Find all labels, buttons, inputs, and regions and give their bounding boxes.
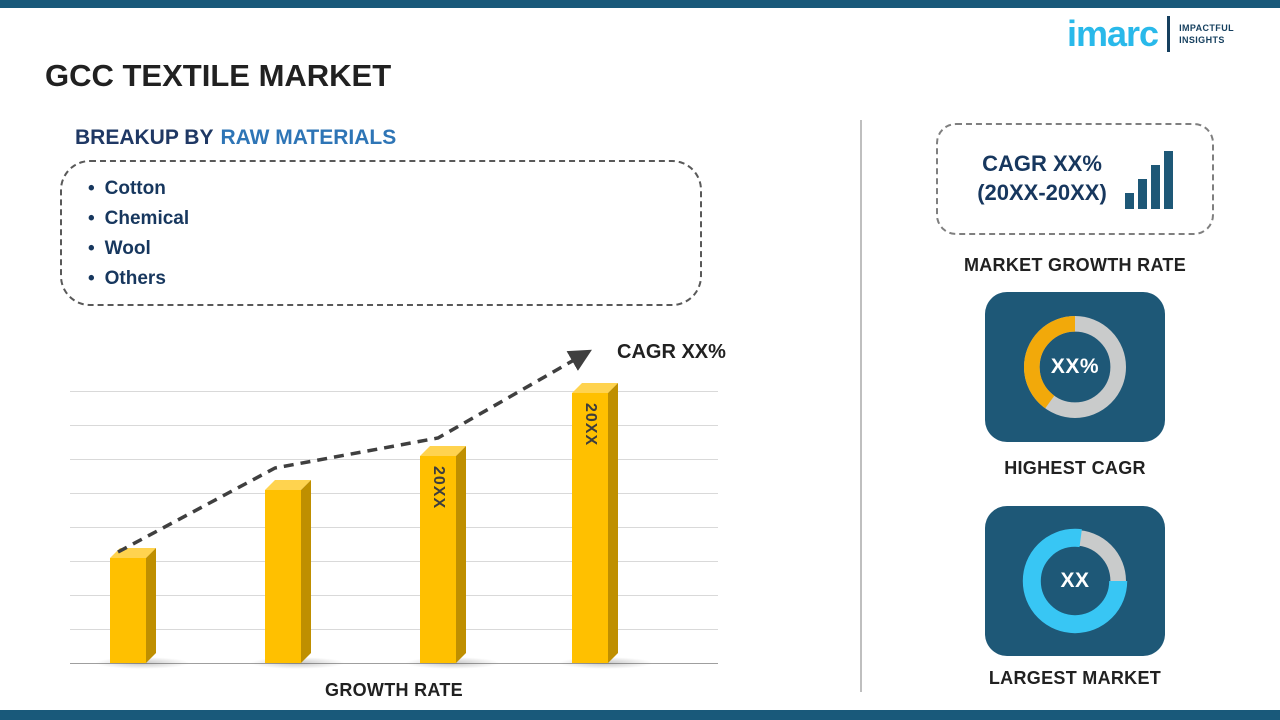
logo-tagline: IMPACTFUL INSIGHTS (1179, 22, 1234, 46)
list-item: Others (88, 264, 674, 294)
cagr-summary-line1: CAGR XX% (982, 151, 1102, 177)
highest-cagr-label: HIGHEST CAGR (1004, 458, 1146, 478)
bar: 20XX (572, 393, 608, 663)
cagr-summary-box: CAGR XX% (20XX-20XX) (936, 123, 1214, 235)
bar-chart-icon (1124, 149, 1173, 209)
donut-chart-largest-market (1022, 528, 1128, 634)
largest-market-label: LARGEST MARKET (988, 668, 1162, 688)
highest-cagr-card: XX% (985, 292, 1165, 442)
largest-market-value: XX (1060, 569, 1090, 592)
highest-cagr-value: XX% (1050, 355, 1100, 378)
logo-divider (1167, 16, 1171, 52)
largest-market-card: XX (985, 506, 1165, 656)
breakup-heading: BREAKUP BY RAW MATERIALS (75, 126, 396, 150)
top-accent-bar (0, 0, 1280, 8)
page-title: GCC TEXTILE MARKET (45, 58, 392, 93)
bar (110, 558, 146, 663)
cagr-summary-line2: (20XX-20XX) (977, 180, 1107, 205)
vertical-divider (860, 120, 862, 692)
list-item: Wool (88, 234, 674, 264)
list-item: Chemical (88, 204, 674, 234)
list-item: Cotton (88, 174, 674, 204)
donut-chart-highest-cagr (1024, 316, 1126, 418)
bottom-accent-bar (0, 710, 1280, 720)
market-growth-rate-label: MARKET GROWTH RATE (963, 255, 1187, 275)
breakup-heading-highlight: RAW MATERIALS (220, 126, 397, 149)
bar: 20XX (420, 456, 456, 663)
raw-materials-box: Cotton Chemical Wool Others (60, 160, 702, 306)
bar-label: 20XX (582, 403, 599, 447)
logo-tagline-line1: IMPACTFUL (1179, 22, 1234, 33)
chart-x-axis-label: GROWTH RATE (325, 680, 463, 700)
logo-tagline-line2: INSIGHTS (1179, 35, 1225, 45)
growth-bar-chart: 20XX 20XX (70, 385, 718, 669)
logo-brand-text: imarc (1066, 13, 1159, 54)
bar (265, 490, 301, 663)
breakup-heading-prefix: BREAKUP BY (75, 126, 214, 149)
raw-materials-list: Cotton Chemical Wool Others (88, 174, 674, 294)
chart-cagr-label: CAGR XX% (617, 341, 726, 363)
bar-label: 20XX (430, 466, 447, 510)
cagr-summary-text: CAGR XX% (20XX-20XX) (977, 150, 1107, 207)
imarc-logo: imarc IMPACTFUL INSIGHTS (1067, 16, 1234, 52)
